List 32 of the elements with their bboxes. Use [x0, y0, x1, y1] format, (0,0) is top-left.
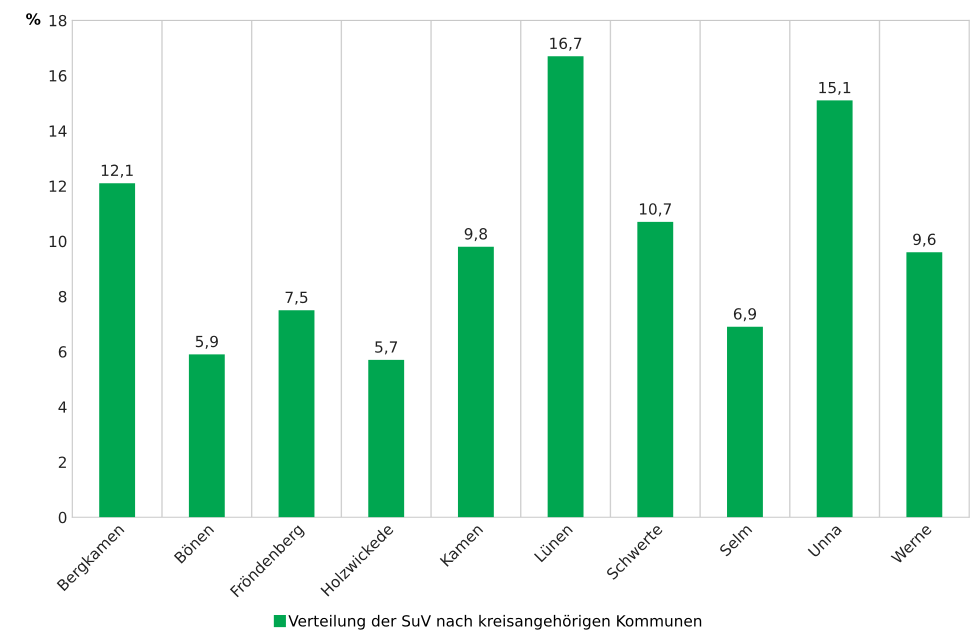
bar	[368, 360, 404, 518]
data-label: 9,8	[464, 228, 487, 242]
bar	[188, 354, 225, 518]
legend-label: Verteilung der SuV nach kreisangehörigen Kommunen	[288, 614, 702, 630]
y-tick-label: 10	[50, 236, 66, 248]
data-label: 5,9	[196, 336, 218, 349]
data-label: 15,1	[819, 82, 850, 95]
data-label: 10,7	[640, 203, 671, 216]
bar	[816, 100, 853, 518]
bar	[727, 326, 763, 518]
data-label: 12,1	[102, 164, 133, 178]
data-label: 7,5	[286, 292, 308, 305]
bar	[458, 246, 494, 518]
y-tick-label: 6	[58, 346, 66, 358]
y-tick-label: 14	[50, 125, 67, 137]
y-tick-label: 18	[50, 14, 66, 26]
y-tick-label: 16	[50, 70, 66, 82]
data-label: 16,7	[550, 38, 582, 51]
bar	[906, 252, 942, 518]
y-tick-label: 12	[50, 180, 66, 192]
data-label: 9,6	[913, 234, 936, 247]
bar	[548, 56, 584, 518]
y-axis-title: %	[26, 13, 40, 25]
y-tick-label: 4	[58, 401, 67, 413]
data-label: 5,7	[375, 341, 398, 354]
bar	[637, 222, 674, 518]
bar	[99, 183, 136, 518]
bar	[278, 310, 314, 518]
y-tick-label: 0	[58, 512, 66, 524]
y-tick-label: 8	[58, 290, 66, 302]
y-tick-label: 2	[58, 456, 66, 468]
data-label: 6,9	[734, 308, 756, 322]
